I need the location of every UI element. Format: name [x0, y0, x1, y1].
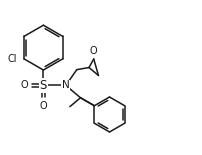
Text: O: O [20, 80, 28, 90]
Text: O: O [90, 46, 98, 56]
Text: N: N [62, 80, 70, 90]
Text: S: S [40, 79, 47, 92]
Text: Cl: Cl [8, 54, 17, 64]
Text: O: O [40, 101, 47, 111]
